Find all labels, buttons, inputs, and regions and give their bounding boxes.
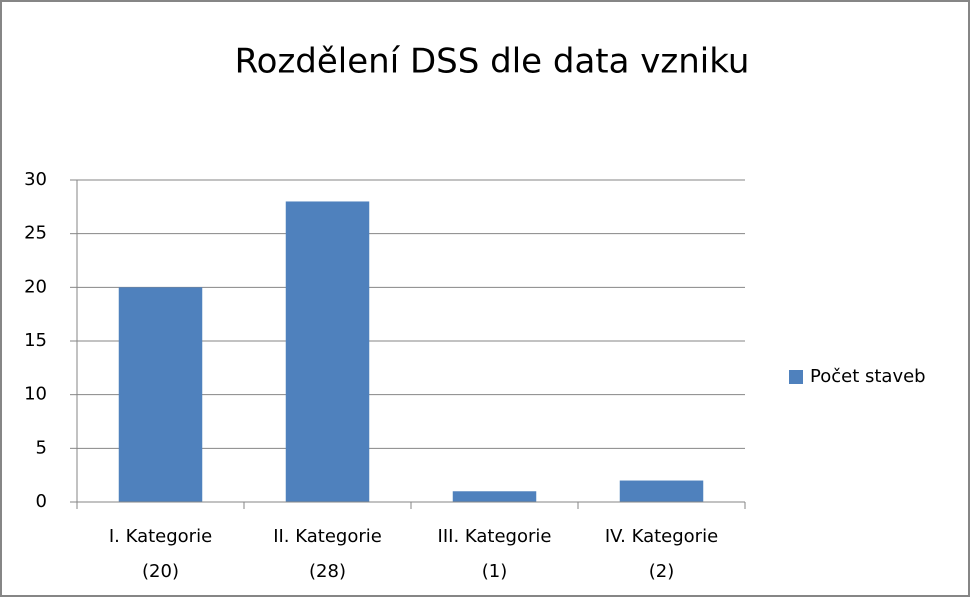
legend-swatch — [789, 370, 803, 384]
bar — [118, 287, 203, 502]
x-tick-label: (2) — [649, 561, 675, 582]
y-tick-label: 0 — [36, 491, 47, 512]
x-tick-label: (1) — [482, 561, 508, 582]
y-tick-label: 10 — [24, 384, 47, 405]
x-tick-label: (20) — [142, 561, 179, 582]
x-tick-label: III. Kategorie — [438, 526, 552, 547]
bar — [619, 480, 704, 502]
x-tick-label: I. Kategorie — [109, 526, 212, 547]
bar — [452, 491, 537, 502]
legend-label: Počet staveb — [810, 366, 926, 387]
x-tick-label: IV. Kategorie — [605, 526, 718, 547]
y-tick-label: 25 — [24, 223, 47, 244]
y-tick-label: 20 — [24, 276, 47, 297]
bar — [285, 201, 370, 502]
y-tick-label: 15 — [24, 330, 47, 351]
y-tick-label: 30 — [24, 169, 47, 190]
x-tick-label: (28) — [309, 561, 346, 582]
y-tick-label: 5 — [36, 437, 47, 458]
chart-title: Rozdělení DSS dle data vzniku — [235, 42, 750, 82]
x-tick-label: II. Kategorie — [273, 526, 382, 547]
